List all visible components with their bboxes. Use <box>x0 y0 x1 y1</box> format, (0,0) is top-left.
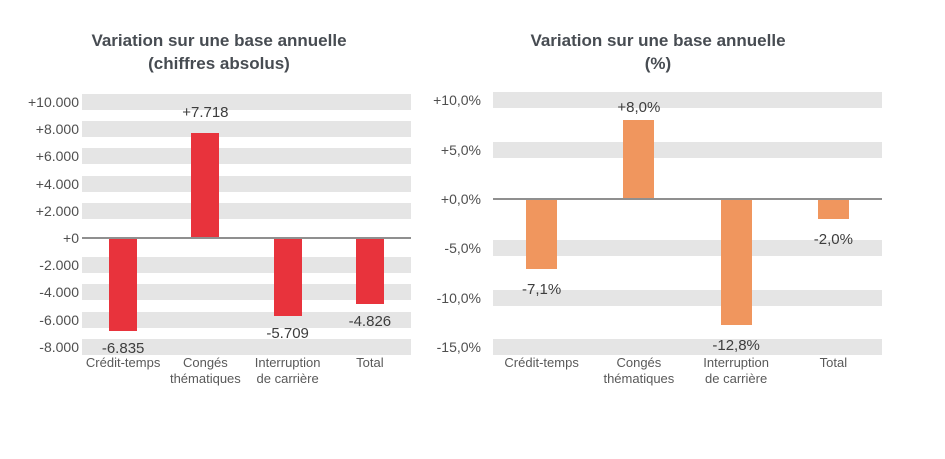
value-label-interruption-de-carriere: -5.709 <box>266 324 309 342</box>
y-axis-tick-label: -6.000 <box>39 311 79 328</box>
value-label-conges-thematiques: +7.718 <box>182 104 229 122</box>
grid-band <box>493 338 882 355</box>
x-category-label-interruption-de-carriere: Interruption de carrière <box>254 355 321 386</box>
y-axis-tick-label: +4.000 <box>35 175 79 192</box>
grid-band <box>493 92 882 109</box>
grid-band <box>493 240 882 257</box>
grid-band <box>82 175 411 192</box>
grid-band <box>493 141 882 158</box>
zero-axis-line <box>493 198 882 200</box>
x-category-label-conges-thematiques: Congés thématiques <box>603 355 675 386</box>
value-label-total: -4.826 <box>348 312 392 330</box>
bar-interruption-de-carriere <box>273 238 302 316</box>
chart-title-percent-line2: (%) <box>644 54 672 73</box>
bar-total <box>355 238 384 304</box>
grid-band <box>82 94 411 110</box>
value-label-total: -2,0% <box>813 230 853 248</box>
bar-conges-thematiques <box>623 120 655 199</box>
y-axis-tick-label: -10,0% <box>436 289 481 306</box>
y-axis-tick-label: -15,0% <box>436 338 481 355</box>
bar-interruption-de-carriere <box>720 199 752 326</box>
x-category-label-total: Total <box>356 355 384 370</box>
zero-axis-line <box>82 237 411 239</box>
grid-band <box>82 257 411 274</box>
grid-band <box>82 202 411 219</box>
grid-band <box>82 284 411 301</box>
bar-conges-thematiques <box>191 133 220 238</box>
grid-band <box>82 311 411 328</box>
value-label-conges-thematiques: +8,0% <box>617 99 661 117</box>
y-axis-tick-label: -4.000 <box>39 284 79 301</box>
y-axis-tick-label: +5,0% <box>440 141 481 158</box>
chart-title-absolute: Variation sur une base annuelle (chiffre… <box>29 29 409 75</box>
grid-band <box>82 121 411 138</box>
chart-title-absolute-line1: Variation sur une base annuelle <box>91 31 347 50</box>
chart-title-percent: Variation sur une base annuelle (%) <box>468 29 848 75</box>
y-axis-tick-label: +0 <box>63 230 79 246</box>
y-axis-tick-label: +8.000 <box>35 121 79 138</box>
bar-credit-temps <box>109 238 138 331</box>
y-axis-tick-label: +10.000 <box>28 94 79 110</box>
y-axis-tick-label: +10,0% <box>433 92 481 109</box>
y-axis-tick-label: +6.000 <box>35 148 79 165</box>
value-label-credit-temps: -7,1% <box>522 281 562 298</box>
y-axis-tick-label: -8.000 <box>39 338 79 355</box>
y-axis-tick-label: -2.000 <box>39 257 79 274</box>
x-category-label-interruption-de-carriere: Interruption de carrière <box>703 355 769 386</box>
grid-band <box>493 289 882 306</box>
x-category-label-credit-temps: Crédit-temps <box>504 355 579 370</box>
x-category-label-total: Total <box>819 355 848 370</box>
chart-title-percent-line1: Variation sur une base annuelle <box>530 31 786 50</box>
y-axis-tick-label: +0,0% <box>440 191 481 207</box>
bar-total <box>817 199 849 219</box>
value-label-credit-temps: -6.835 <box>101 339 145 357</box>
bar-credit-temps <box>526 199 558 269</box>
x-category-label-conges-thematiques: Congés thématiques <box>169 355 241 386</box>
y-axis-tick-label: +2.000 <box>35 202 79 219</box>
grid-band <box>82 148 411 165</box>
grid-band <box>82 338 411 355</box>
value-label-interruption-de-carriere: -12,8% <box>712 337 760 355</box>
x-category-label-credit-temps: Crédit-temps <box>85 355 161 370</box>
chart-title-absolute-line2: (chiffres absolus) <box>148 54 290 73</box>
y-axis-tick-label: -5,0% <box>444 240 481 257</box>
